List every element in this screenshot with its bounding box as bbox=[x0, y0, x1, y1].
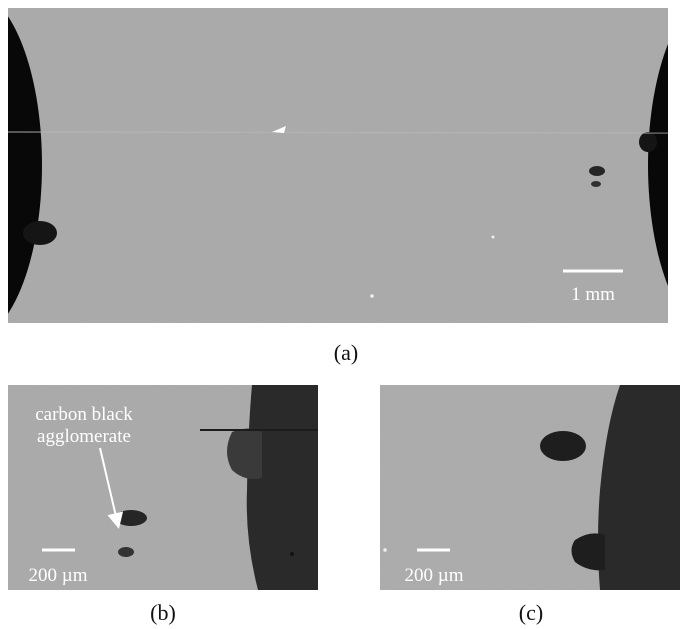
scale-bar-label: 200 µm bbox=[29, 565, 88, 586]
panel-label: (b) bbox=[150, 600, 176, 625]
panel-c-image: 200 µm bbox=[380, 385, 680, 590]
figure: 1 mm (a) carbon black agglomerate 200 µm… bbox=[0, 0, 681, 629]
scale-bar-label: 200 µm bbox=[405, 565, 464, 586]
scale-bar-label: 1 mm bbox=[571, 284, 615, 305]
annotation: agglomerate bbox=[37, 426, 131, 447]
panel-a-image: 1 mm bbox=[0, 0, 681, 340]
panel-label: (a) bbox=[334, 340, 358, 365]
panel-b-image: carbon black agglomerate 200 µm bbox=[8, 385, 320, 590]
annotation: carbon black bbox=[35, 404, 133, 425]
panel-label: (c) bbox=[519, 600, 543, 625]
